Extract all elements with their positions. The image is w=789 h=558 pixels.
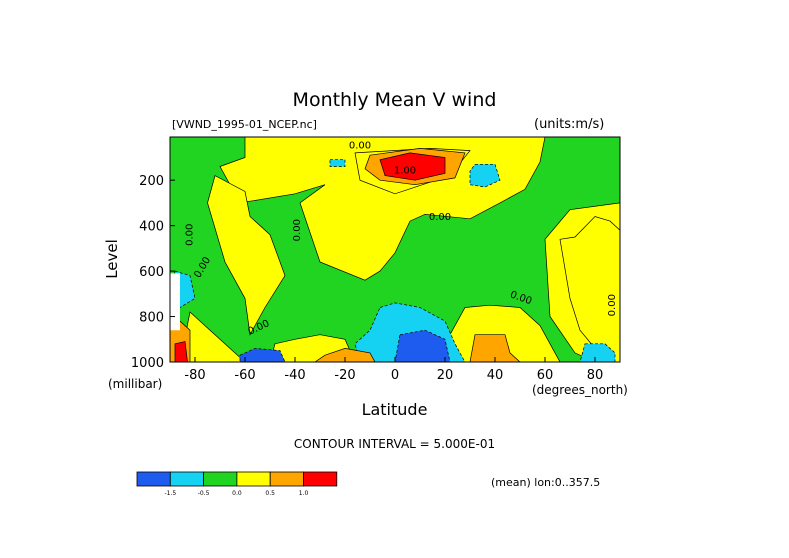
mean-longitude-note: (mean) lon:0..357.5 bbox=[491, 476, 601, 489]
x-tick-label: -20 bbox=[334, 368, 355, 383]
contour-label: 0.00 bbox=[292, 219, 303, 241]
y-tick-label: 600 bbox=[139, 265, 164, 280]
chart-title: Monthly Mean V wind bbox=[292, 89, 497, 111]
colorbar-swatch bbox=[136, 471, 171, 487]
x-tick-label: -60 bbox=[234, 368, 255, 383]
contour-region bbox=[179, 311, 251, 362]
contour-region bbox=[329, 159, 346, 167]
contour-interval-note: CONTOUR INTERVAL = 5.000E-01 bbox=[293, 437, 496, 451]
filled-contours: 0.001.000.000.00 0.000.000.000.000.00 bbox=[170, 137, 620, 362]
x-tick-label: 20 bbox=[437, 368, 454, 383]
colorbar-swatch bbox=[269, 471, 304, 487]
x-axis-unit: (degrees_north) bbox=[532, 383, 628, 397]
contour-region bbox=[170, 137, 620, 362]
contour-region bbox=[207, 175, 286, 336]
x-tick-label: -40 bbox=[284, 368, 305, 383]
y-tick-label: 800 bbox=[139, 311, 164, 326]
contour-label: 0.00 bbox=[349, 140, 371, 151]
x-tick-label: 0 bbox=[391, 368, 399, 383]
colorbar-label: 1.0 bbox=[299, 490, 309, 497]
contour-region bbox=[174, 341, 188, 362]
colorbar-swatch bbox=[203, 471, 238, 487]
contour-region bbox=[379, 152, 446, 181]
y-axis-unit: (millibar) bbox=[108, 377, 163, 391]
x-tick-label: 60 bbox=[537, 368, 554, 383]
contour-region bbox=[469, 334, 521, 362]
units-label: (units:m/s) bbox=[534, 117, 605, 132]
y-tick-label: 200 bbox=[139, 174, 164, 189]
contour-region bbox=[394, 329, 451, 362]
colorbar-swatch bbox=[236, 471, 271, 487]
contour-region bbox=[579, 343, 616, 362]
contour-region bbox=[314, 348, 376, 362]
x-axis-label: Latitude bbox=[361, 400, 428, 419]
colorbar-label: -0.5 bbox=[198, 490, 210, 497]
contour-region bbox=[239, 348, 286, 362]
colorbar-swatch bbox=[169, 471, 205, 487]
colorbar-label: 0.0 bbox=[232, 490, 242, 497]
x-tick-label: 80 bbox=[587, 368, 604, 383]
x-tick-label: -80 bbox=[184, 368, 205, 383]
contour-region bbox=[469, 163, 501, 188]
contour-label: 0.00 bbox=[607, 294, 618, 316]
y-tick-label: 400 bbox=[139, 220, 164, 235]
contour-label: 0.00 bbox=[185, 224, 196, 246]
dataset-label: [VWND_1995-01_NCEP.nc] bbox=[172, 118, 317, 131]
colorbar-label: -1.5 bbox=[164, 490, 176, 497]
y-tick-label: 1000 bbox=[131, 356, 164, 371]
contour-region bbox=[559, 216, 620, 362]
contour-label: 0.00 bbox=[429, 212, 451, 223]
colorbar-label: 0.5 bbox=[265, 490, 275, 497]
contour-label: 1.00 bbox=[394, 165, 416, 176]
colorbar-swatch bbox=[303, 471, 338, 487]
x-tick-label: 40 bbox=[487, 368, 504, 383]
missing-data-region bbox=[170, 273, 180, 331]
